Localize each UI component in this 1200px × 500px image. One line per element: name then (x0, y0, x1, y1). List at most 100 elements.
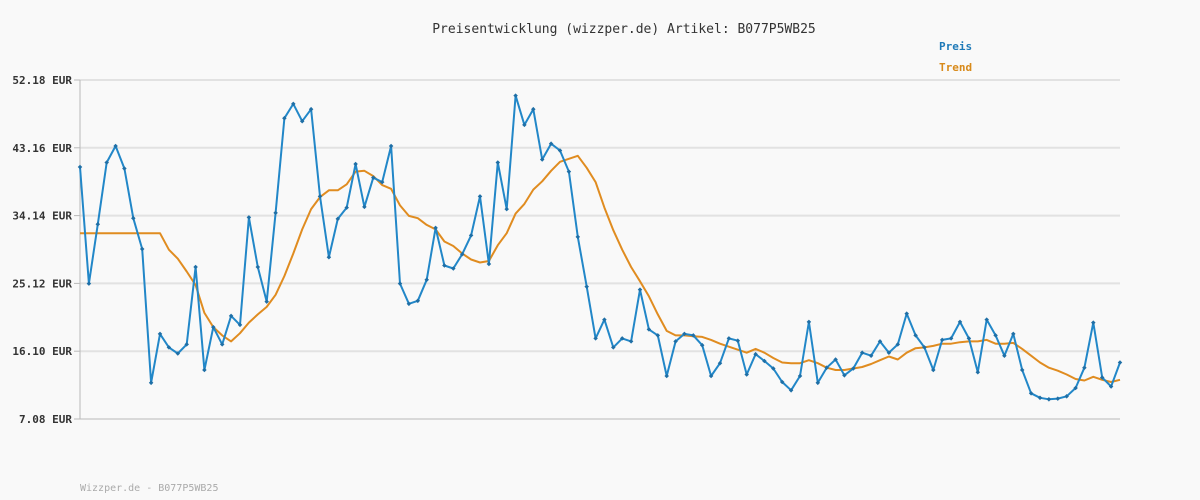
data-point-preis (708, 373, 714, 379)
data-point-preis (157, 331, 163, 337)
data-point-preis (148, 380, 154, 386)
data-point-preis (442, 263, 447, 268)
data-point-preis (628, 339, 634, 344)
data-point-preis (228, 313, 234, 319)
data-point-preis (877, 339, 883, 344)
data-point-preis (673, 339, 678, 344)
data-point-preis (637, 287, 643, 292)
data-point-preis (646, 327, 652, 332)
data-point-preis (495, 160, 501, 165)
footer-credit: Wizzper.de - B077P5WB25 (80, 483, 218, 494)
series-line-preis (79, 94, 1121, 401)
data-point-preis (175, 351, 181, 356)
y-tick-label: 16.10 EUR (12, 345, 72, 358)
data-point-preis (913, 333, 918, 338)
data-point-preis (317, 194, 323, 199)
data-point-preis (104, 160, 109, 165)
data-point-preis (993, 333, 998, 338)
data-point-preis (575, 234, 581, 240)
data-point-preis (504, 206, 509, 212)
data-point-preis (193, 264, 198, 270)
data-point-preis (939, 337, 945, 343)
data-point-preis (682, 331, 687, 337)
data-point-preis (1037, 395, 1043, 401)
data-point-preis (931, 367, 936, 373)
data-point-preis (726, 336, 732, 341)
data-point-preis (1011, 331, 1016, 337)
grid (80, 79, 1120, 353)
data-point-preis (1019, 367, 1025, 373)
data-point-preis (362, 204, 367, 210)
data-point-preis (255, 264, 261, 270)
data-point-preis (77, 164, 83, 170)
data-point-preis (859, 350, 865, 355)
data-point-preis (139, 246, 145, 252)
data-point-preis (904, 311, 909, 316)
data-point-preis (984, 317, 989, 322)
data-point-preis (122, 166, 127, 171)
data-point-preis (762, 358, 767, 364)
data-point-preis (468, 233, 474, 238)
data-point-preis (486, 261, 492, 267)
data-point-preis (1002, 353, 1007, 358)
y-tick-label: 25.12 EUR (12, 277, 72, 290)
legend-trend: Trend (939, 61, 972, 74)
data-point-preis (291, 101, 296, 107)
data-point-preis (895, 342, 901, 347)
data-point-preis (424, 277, 429, 283)
data-point-preis (273, 210, 278, 216)
data-point-preis (753, 351, 758, 357)
legend-preis: Preis (939, 40, 972, 53)
data-point-preis (851, 366, 856, 371)
data-point-preis (211, 324, 216, 330)
data-point-preis (1055, 396, 1061, 401)
y-axis-ticks: 52.18 EUR 43.16 EUR 34.14 EUR 25.12 EUR 16.1… (12, 74, 80, 426)
y-tick-label: 43.16 EUR (12, 142, 72, 155)
data-point-preis (948, 336, 954, 341)
data-point-preis (806, 319, 812, 325)
data-point-preis (717, 360, 723, 366)
data-point-preis (1046, 397, 1052, 402)
data-point-preis (113, 143, 118, 149)
data-point-preis (371, 175, 376, 180)
data-point-preis (886, 350, 892, 355)
data-point-preis (459, 251, 465, 257)
data-point-preis (335, 216, 341, 222)
data-point-preis (1117, 360, 1123, 365)
data-point-preis (237, 322, 243, 328)
data-point-preis (611, 345, 616, 350)
chart-title: Preisentwicklung (wizzper.de) Artikel: B… (432, 22, 816, 37)
data-point-preis (1064, 394, 1069, 399)
series-layer (77, 93, 1123, 402)
data-point-preis (1091, 320, 1096, 325)
data-point-preis (868, 353, 874, 358)
data-point-preis (797, 373, 803, 379)
data-point-preis (1099, 375, 1105, 380)
data-point-preis (1082, 365, 1087, 370)
data-point-preis (815, 380, 821, 386)
data-point-preis (95, 221, 101, 227)
data-point-preis (264, 299, 269, 304)
data-point-preis (326, 254, 332, 260)
data-point-preis (513, 93, 518, 98)
data-point-preis (602, 317, 607, 322)
data-point-preis (593, 336, 598, 341)
data-point-preis (744, 372, 749, 377)
data-point-preis (691, 333, 696, 338)
data-point-preis (833, 357, 838, 362)
data-point-preis (779, 379, 785, 385)
data-point-preis (735, 338, 741, 343)
data-point-preis (664, 373, 669, 379)
data-point-preis (1108, 384, 1114, 389)
y-tick-label: 52.18 EUR (12, 74, 72, 87)
data-point-preis (699, 342, 705, 348)
data-point-preis (353, 161, 358, 167)
data-point-preis (202, 367, 207, 373)
data-point-preis (788, 388, 794, 393)
y-tick-label: 7.08 EUR (19, 413, 72, 426)
data-point-preis (451, 266, 456, 271)
data-point-preis (131, 215, 136, 221)
data-point-preis (1073, 385, 1078, 391)
